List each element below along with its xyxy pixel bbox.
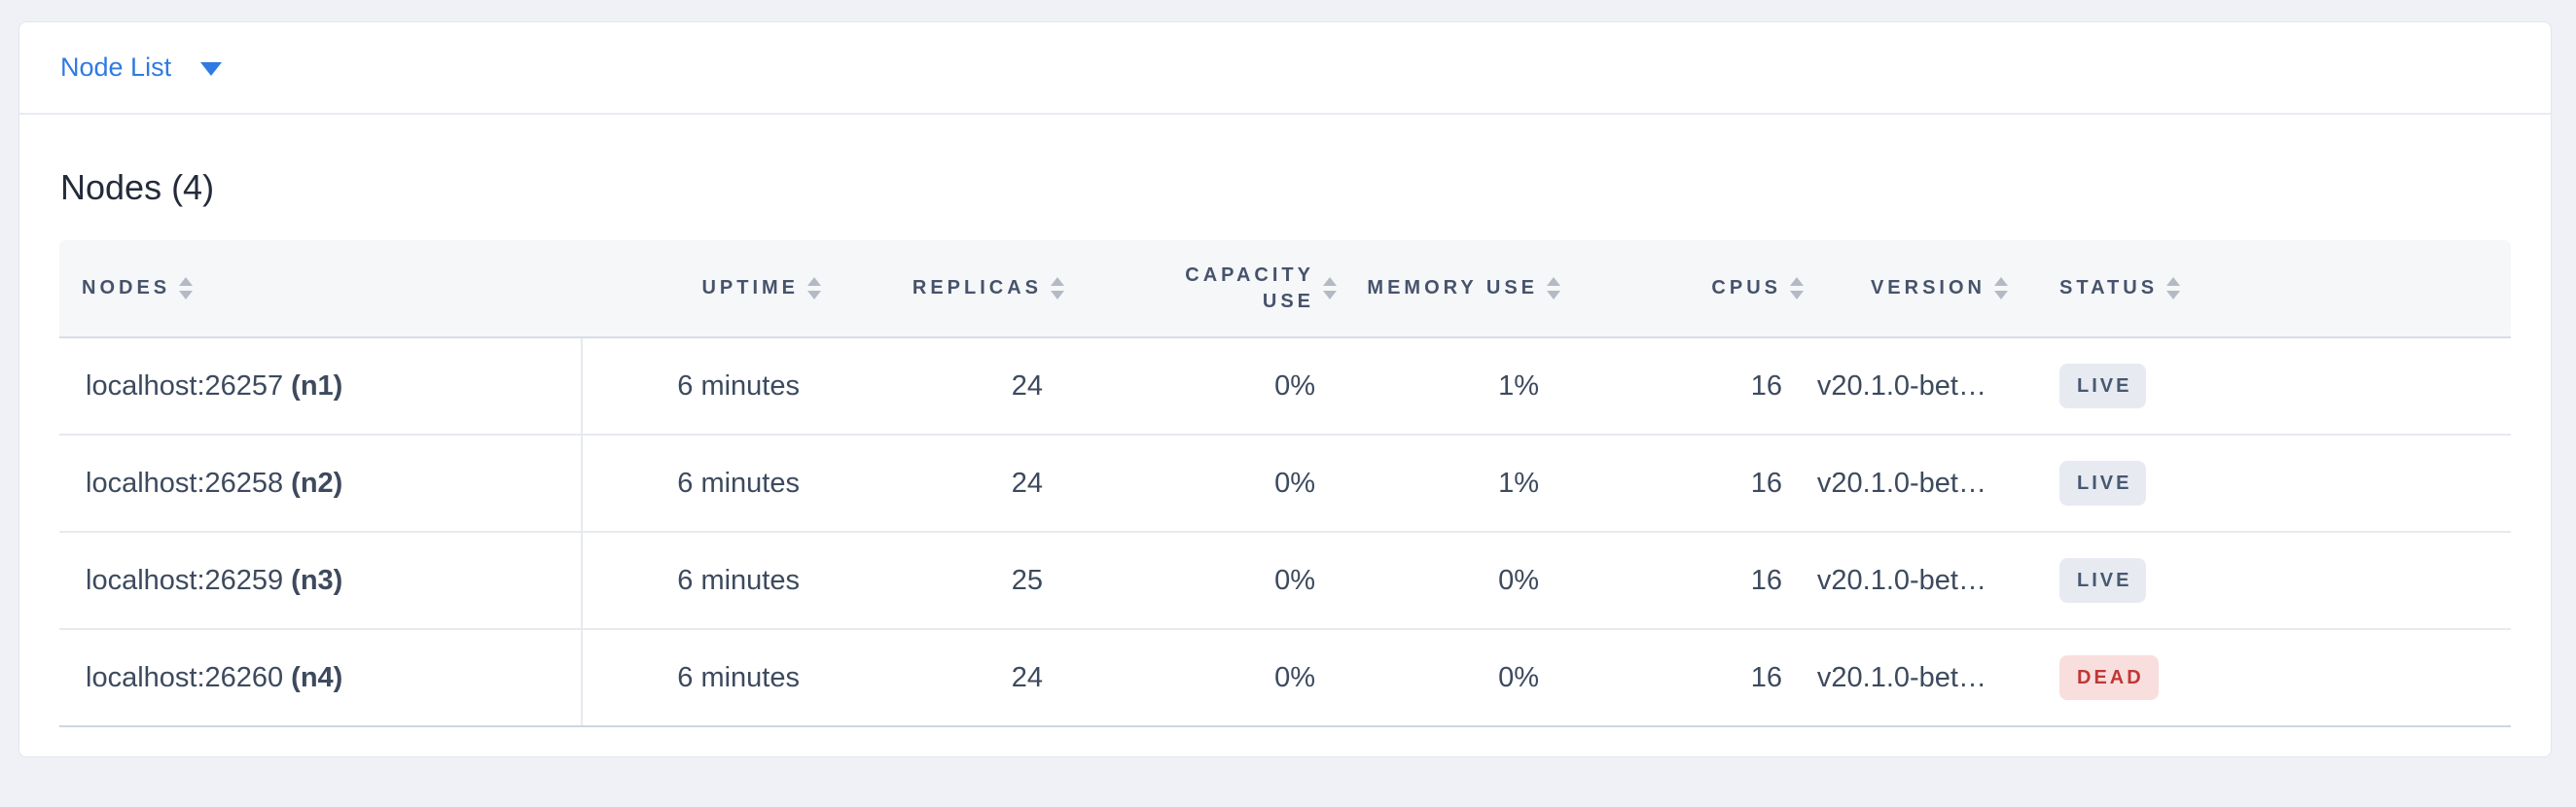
page-title: Nodes (4) (60, 167, 215, 207)
version-cell: v20.1.0-bet… (1816, 661, 1986, 693)
replicas-cell: 24 (1011, 467, 1043, 499)
node-id: (n4) (291, 661, 343, 693)
column-header-status[interactable]: Status (2024, 240, 2513, 336)
memory-use-cell: 1% (1498, 467, 1539, 499)
column-header-label: Uptime (701, 277, 799, 299)
replicas-cell: 24 (1011, 661, 1043, 693)
caret-down-icon (200, 62, 223, 76)
sort-icon[interactable] (2166, 277, 2181, 300)
node-id: (n3) (291, 564, 343, 596)
node-list-dropdown[interactable]: Node List (60, 53, 223, 83)
memory-use-cell: 0% (1498, 564, 1539, 596)
table-row: localhost:26260 (n4) 6 minutes 24 0% 0% … (59, 630, 2513, 728)
capacity-use-cell: 0% (1274, 661, 1315, 693)
table-header-row: Nodes Uptime Replicas Capacity Use Memor… (59, 240, 2513, 339)
table-row: localhost:26257 (n1) 6 minutes 24 0% 1% … (59, 338, 2513, 437)
content-area: Nodes (4) Nodes Uptime Replicas Capacity… (19, 167, 2551, 728)
column-header-label: Version (1870, 277, 1986, 299)
cpus-cell: 16 (1750, 564, 1782, 596)
sort-icon[interactable] (1547, 277, 1560, 300)
capacity-use-cell: 0% (1274, 369, 1315, 402)
column-header-label: Memory Use (1367, 277, 1538, 299)
column-header-uptime[interactable]: Uptime (583, 240, 838, 336)
sort-icon[interactable] (179, 277, 194, 300)
column-header-capacity-use[interactable]: Capacity Use (1081, 240, 1353, 336)
column-header-label: Replicas (912, 277, 1042, 299)
view-toolbar: Node List (19, 22, 2551, 115)
node-address: localhost:26260 (86, 661, 284, 693)
node-id: (n2) (291, 467, 343, 499)
node-address: localhost:26258 (86, 467, 284, 499)
version-cell: v20.1.0-bet… (1816, 564, 1986, 596)
uptime-cell: 6 minutes (677, 564, 800, 596)
status-cell: DEAD (2024, 630, 2513, 725)
dropdown-label: Node List (60, 53, 172, 82)
cpus-cell: 16 (1750, 661, 1782, 693)
version-cell: v20.1.0-bet… (1816, 467, 1986, 499)
node-address-cell: localhost:26259 (n3) (59, 533, 583, 629)
status-badge: LIVE (2059, 558, 2147, 604)
cpus-cell: 16 (1750, 369, 1782, 402)
capacity-use-cell: 0% (1274, 467, 1315, 499)
sort-icon[interactable] (1051, 277, 1064, 300)
table-row: localhost:26259 (n3) 6 minutes 25 0% 0% … (59, 533, 2513, 631)
sort-icon[interactable] (807, 277, 821, 300)
node-address-cell: localhost:26258 (n2) (59, 436, 583, 532)
column-header-replicas[interactable]: Replicas (838, 240, 1081, 336)
status-badge: LIVE (2059, 364, 2147, 409)
version-cell: v20.1.0-bet… (1816, 369, 1986, 402)
column-header-cpus[interactable]: CPUs (1577, 240, 1820, 336)
status-cell: LIVE (2024, 338, 2513, 434)
uptime-cell: 6 minutes (677, 661, 800, 693)
table-row: localhost:26258 (n2) 6 minutes 24 0% 1% … (59, 436, 2513, 534)
capacity-use-cell: 0% (1274, 564, 1315, 596)
column-header-version[interactable]: Version (1820, 240, 2024, 336)
replicas-cell: 24 (1011, 369, 1043, 402)
nodes-table: Nodes Uptime Replicas Capacity Use Memor… (59, 240, 2513, 728)
column-header-label: Capacity Use (1185, 263, 1314, 312)
column-header-label: Status (2059, 277, 2159, 299)
table-body: localhost:26257 (n1) 6 minutes 24 0% 1% … (59, 338, 2513, 728)
memory-use-cell: 1% (1498, 369, 1539, 402)
status-cell: LIVE (2024, 533, 2513, 628)
memory-use-cell: 0% (1498, 661, 1539, 693)
column-header-memory-use[interactable]: Memory Use (1353, 240, 1577, 336)
node-address: localhost:26257 (86, 369, 284, 402)
column-header-label: CPUs (1711, 277, 1781, 299)
sort-icon[interactable] (1994, 277, 2008, 300)
node-id: (n1) (291, 369, 343, 402)
column-header-label: Nodes (82, 277, 171, 299)
node-address-cell: localhost:26257 (n1) (59, 338, 583, 435)
cpus-cell: 16 (1750, 467, 1782, 499)
uptime-cell: 6 minutes (677, 467, 800, 499)
sort-icon[interactable] (1790, 277, 1804, 300)
node-list-card: Node List Nodes (4) Nodes Uptime Replica… (18, 21, 2552, 757)
status-badge: LIVE (2059, 461, 2147, 507)
column-header-nodes[interactable]: Nodes (59, 240, 583, 336)
uptime-cell: 6 minutes (677, 369, 800, 402)
node-address-cell: localhost:26260 (n4) (59, 630, 583, 726)
status-cell: LIVE (2024, 436, 2513, 531)
replicas-cell: 25 (1011, 564, 1043, 596)
status-badge: DEAD (2059, 655, 2159, 701)
sort-icon[interactable] (1323, 277, 1337, 300)
node-address: localhost:26259 (86, 564, 284, 596)
